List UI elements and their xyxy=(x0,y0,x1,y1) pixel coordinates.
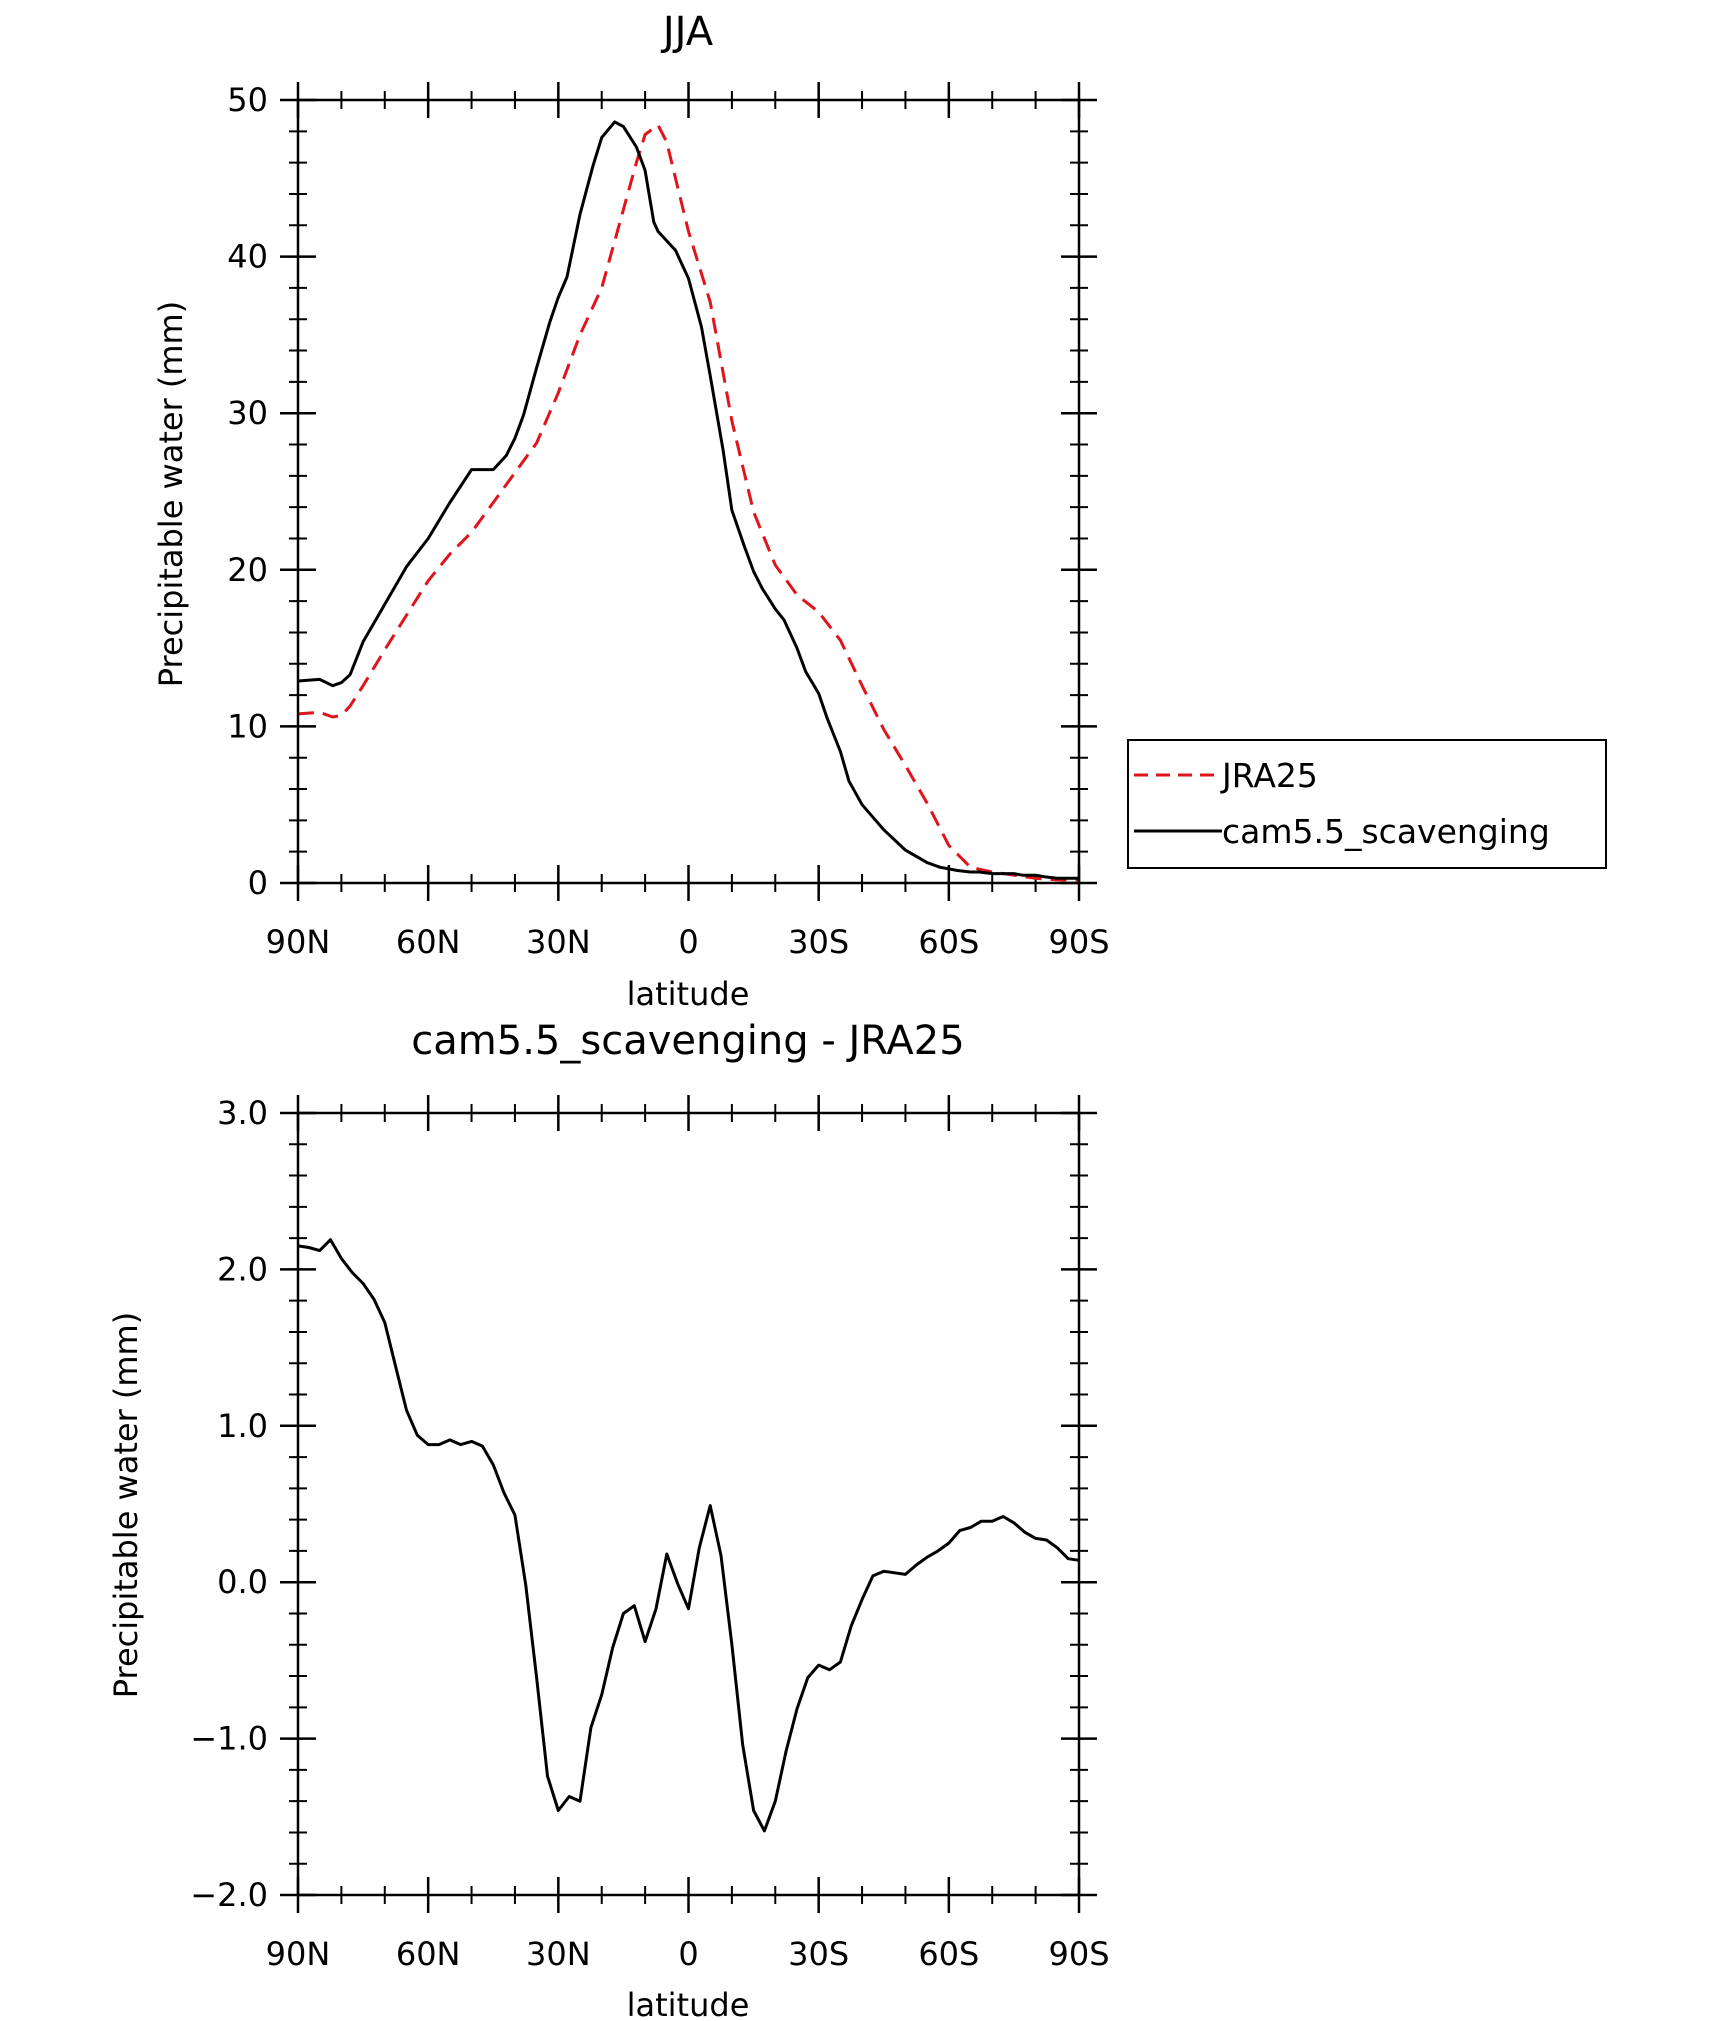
series-lines xyxy=(297,1238,1080,1833)
legend: JRA25 cam5.5_scavenging xyxy=(1127,739,1607,869)
x-tick-label: 60N xyxy=(396,1935,461,1973)
x-tick-label: 30N xyxy=(526,923,591,961)
bottom-chart-panel: cam5.5_scavenging - JRA25 −2.0 −1.0 0.0 1.0… xyxy=(107,1018,1110,2021)
series-lines xyxy=(297,120,1079,882)
x-tick-label: 90S xyxy=(1048,1935,1109,1973)
y-tick-label: 0.0 xyxy=(217,1563,268,1601)
x-axis-label: latitude xyxy=(627,1986,750,2021)
series-line-jra25 xyxy=(297,123,1079,882)
tick-marks xyxy=(280,1095,1097,1913)
y-tick-label: 50 xyxy=(227,81,268,119)
x-axis-label: latitude xyxy=(627,975,750,1013)
y-tick-label: −1.0 xyxy=(190,1720,268,1758)
series-line-cam5-5-scavenging xyxy=(297,120,1079,880)
x-tick-label: 60N xyxy=(396,923,461,961)
y-tick-label: 10 xyxy=(227,707,268,745)
x-tick-label: 0 xyxy=(678,1935,698,1973)
legend-label-jra25: JRA25 xyxy=(1220,756,1318,795)
chart-title: JJA xyxy=(660,9,714,55)
y-tick-label: 0 xyxy=(248,864,268,902)
y-tick-label: 20 xyxy=(227,551,268,589)
plot-frame xyxy=(296,1111,1081,1897)
legend-box xyxy=(1127,739,1607,869)
y-tick-label: 2.0 xyxy=(217,1250,268,1288)
x-tick-label: 30S xyxy=(788,923,849,961)
y-axis-label: Precipitable water (mm) xyxy=(152,301,190,687)
series-line-difference xyxy=(297,1238,1080,1833)
y-tick-label: 30 xyxy=(227,394,268,432)
tick-marks xyxy=(280,82,1097,901)
chart-title: cam5.5_scavenging - JRA25 xyxy=(411,1018,964,1064)
tick-labels: 0 10 20 30 40 50 90N 60N 30N 0 30S 60S 90S xyxy=(227,81,1109,961)
y-tick-label: −2.0 xyxy=(190,1876,268,1914)
y-tick-label: 40 xyxy=(227,238,268,276)
x-tick-label: 90S xyxy=(1048,923,1109,961)
y-axis-label: Precipitable water (mm) xyxy=(107,1312,145,1698)
tick-labels: −2.0 −1.0 0.0 1.0 2.0 3.0 90N 60N 30N 0 30S 60S 90S xyxy=(190,1094,1109,1973)
x-tick-label: 90N xyxy=(266,923,331,961)
top-chart-panel: JJA 0 10 20 30 40 50 90N 60N 30N 0 30S 60S 90S latit… xyxy=(152,9,1607,1013)
x-tick-label: 90N xyxy=(266,1935,331,1973)
x-tick-label: 30S xyxy=(788,1935,849,1973)
x-tick-label: 0 xyxy=(678,923,698,961)
plot-frame xyxy=(296,98,1081,885)
legend-label-cam: cam5.5_scavenging xyxy=(1222,812,1550,851)
y-tick-label: 1.0 xyxy=(217,1407,268,1445)
x-tick-label: 60S xyxy=(918,1935,979,1973)
x-tick-label: 60S xyxy=(918,923,979,961)
x-tick-label: 30N xyxy=(526,1935,591,1973)
y-tick-label: 3.0 xyxy=(217,1094,268,1132)
